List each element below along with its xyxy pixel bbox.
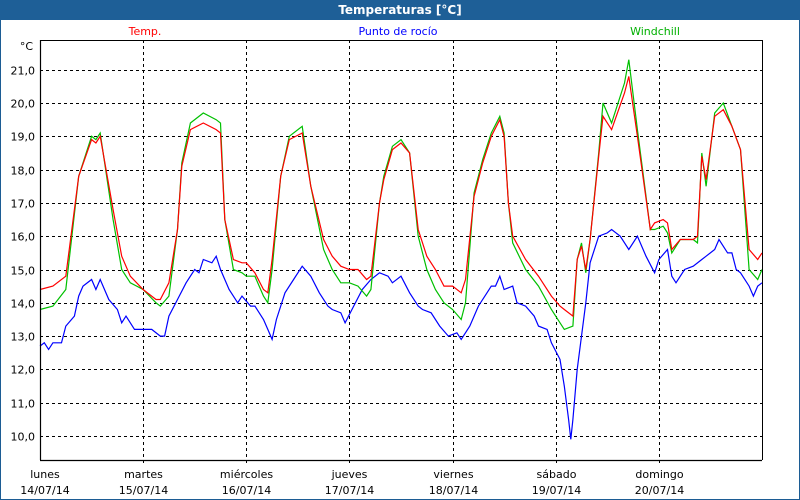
x-tick-day: jueves <box>331 468 368 481</box>
chart-title: Temperaturas [°C] <box>0 0 800 20</box>
y-tick-label: 17,0 <box>11 198 36 211</box>
x-tick-date: 14/07/14 <box>20 484 69 497</box>
y-tick-label: 21,0 <box>11 65 36 78</box>
series-line-temp- <box>39 76 763 318</box>
y-tick-label: 15,0 <box>11 265 36 278</box>
legend-windchill: Windchill <box>630 25 680 38</box>
x-tick-date: 20/07/14 <box>635 484 684 497</box>
series-line-windchill <box>39 59 763 331</box>
y-tick-label: 18,0 <box>11 165 36 178</box>
series-line-punto-de-roc-o <box>39 228 763 440</box>
y-tick-label: 10,0 <box>11 431 36 444</box>
x-tick-date: 18/07/14 <box>429 484 478 497</box>
legend-temp: Temp. <box>128 25 162 38</box>
legend-dew-point: Punto de rocío <box>358 25 438 38</box>
x-tick-day: lunes <box>30 468 60 481</box>
x-tick-day: martes <box>124 468 163 481</box>
x-tick-day: domingo <box>635 468 683 481</box>
y-tick-label: 19,0 <box>11 131 36 144</box>
y-tick-label: 14,0 <box>11 298 36 311</box>
y-tick-label: 13,0 <box>11 331 36 344</box>
series-lines <box>39 59 763 440</box>
x-tick-day: sábado <box>537 468 577 481</box>
y-tick-label: 12,0 <box>11 364 36 377</box>
x-tick-date: 16/07/14 <box>222 484 271 497</box>
y-tick-label: 20,0 <box>11 98 36 111</box>
y-tick-label: 11,0 <box>11 398 36 411</box>
x-tick-day: viernes <box>433 468 473 481</box>
y-tick-label: 16,0 <box>11 231 36 244</box>
axes: 10,0 11,0 12,0 13,0 14,0 15,0 16,0 17,0 18,0 19,0… <box>11 40 763 497</box>
x-tick-date: 17/07/14 <box>325 484 374 497</box>
x-tick-date: 15/07/14 <box>119 484 168 497</box>
x-tick-date: 19/07/14 <box>532 484 581 497</box>
grid <box>40 40 762 464</box>
y-axis-unit: °C <box>20 40 34 53</box>
x-tick-day: miércoles <box>220 468 273 481</box>
